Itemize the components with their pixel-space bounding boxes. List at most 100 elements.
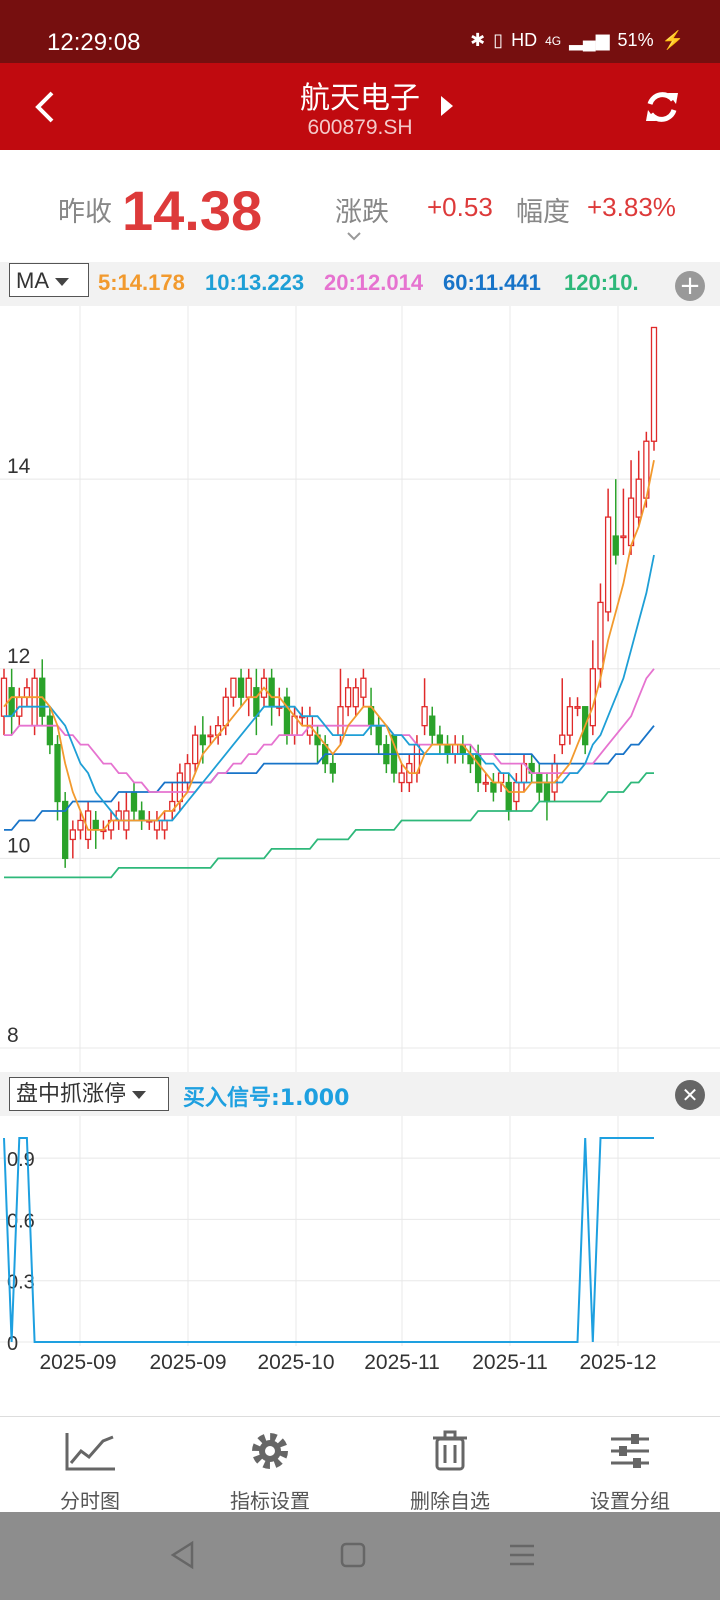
y-tick-label: 0.6	[7, 1210, 35, 1232]
x-tick-label: 2025-10	[257, 1351, 334, 1374]
indicator-selector[interactable]: 盘中抓涨停	[9, 1077, 169, 1111]
stock-code: 600879.SH	[307, 116, 413, 139]
ma10-value: 10:13.223	[205, 270, 305, 295]
chevron-down-icon[interactable]	[346, 230, 362, 242]
ma5-line	[3, 460, 655, 831]
sliders-icon	[611, 1434, 649, 1468]
signal-line	[3, 1137, 654, 1343]
nav-back-icon[interactable]	[170, 1540, 196, 1570]
nav-home-icon[interactable]	[340, 1542, 366, 1568]
candle-body	[130, 791, 138, 812]
ma5-value: 5:14.178	[98, 270, 185, 295]
tab-indicator-settings[interactable]: 指标设置	[180, 1417, 360, 1513]
close-indicator-icon[interactable]: ✕	[675, 1080, 705, 1110]
candle-body	[497, 772, 505, 784]
candle-body	[429, 715, 436, 736]
tab-set-group-label: 设置分组	[590, 1489, 670, 1513]
ma60-line	[4, 725, 655, 831]
signal-icon: ▂▄▆	[569, 30, 610, 50]
candle-body	[574, 706, 581, 709]
bluetooth-icon: ✱	[470, 30, 486, 50]
candle-body	[222, 696, 229, 727]
system-nav-bar	[0, 1512, 720, 1600]
line-chart-icon	[65, 1433, 115, 1471]
candle-body	[69, 829, 76, 841]
candle-body	[207, 734, 214, 738]
status-bar: 12:29:08 ✱ ▯ HD 4G ▂▄▆ 51% ⚡	[0, 0, 720, 63]
candle-body	[421, 706, 428, 727]
trash-icon	[433, 1430, 467, 1471]
stock-header: 航天电子 600879.SH	[0, 63, 720, 150]
candle-body	[192, 734, 199, 765]
candle-body	[635, 478, 642, 518]
candle-body	[559, 734, 566, 746]
signal-label: 4G	[545, 33, 562, 48]
ma-selector[interactable]: MA	[9, 263, 89, 297]
candle-body	[237, 677, 245, 698]
candle-body	[474, 753, 482, 784]
buy-signal-value: 买入信号:1.000	[183, 1086, 350, 1111]
pct-value: +3.83%	[587, 192, 676, 222]
ma-selector-label: MA	[16, 268, 49, 293]
bottom-toolbar: 分时图 指标设置 删除自选 设置分组	[0, 1416, 720, 1513]
vibrate-icon: ▯	[493, 30, 504, 50]
candlestick-chart[interactable]: 14 12 10 8	[0, 306, 720, 1072]
candle-body	[344, 687, 352, 708]
prev-close-value: 14.38	[122, 179, 263, 242]
candle-body	[138, 810, 145, 822]
candle-body	[245, 677, 252, 698]
next-stock-icon[interactable]	[441, 96, 455, 116]
y-tick-label: 12	[7, 645, 30, 668]
candle-body	[0, 677, 8, 717]
ma-legend-bar: MA 5:14.178 10:13.223 20:12.014 60:11.44…	[0, 262, 720, 306]
tab-time-chart[interactable]: 分时图	[0, 1417, 180, 1513]
back-icon[interactable]	[26, 85, 66, 129]
candle-body	[543, 781, 551, 803]
candle-body	[352, 687, 359, 708]
candle-body	[329, 762, 336, 774]
candle-body	[46, 715, 54, 746]
ma120-line	[4, 772, 654, 879]
stock-name: 航天电子	[300, 81, 420, 116]
y-tick-label: 10	[7, 834, 30, 857]
nav-menu-icon[interactable]	[508, 1542, 536, 1568]
add-indicator-icon[interactable]: +	[675, 271, 705, 301]
quote-panel: 昨收 14.38 涨跌 +0.53 幅度 +3.83%	[0, 150, 720, 262]
x-tick-label: 2025-12	[579, 1351, 656, 1374]
candle-body	[482, 781, 489, 785]
status-icons: ✱ ▯ HD 4G ▂▄▆ 51% ⚡	[470, 30, 684, 51]
candle-body	[444, 743, 451, 755]
indicator-bar: 盘中抓涨停 买入信号:1.000	[0, 1072, 720, 1116]
y-tick-label: 0.9	[7, 1149, 35, 1171]
indicator-chart[interactable]: 0.9 0.6 0.3 0 2025-09 2025-09 2025-10 2025-11 20…	[0, 1116, 720, 1416]
candle-body	[604, 516, 612, 613]
candle-body	[92, 819, 99, 831]
candle-body	[551, 762, 558, 793]
y-tick-label: 14	[7, 455, 31, 478]
candle-body	[153, 819, 161, 831]
tab-remove-favorite[interactable]: 删除自选	[360, 1417, 540, 1513]
candle-body	[199, 734, 206, 746]
y-tick-label: 8	[7, 1024, 19, 1047]
candle-body	[436, 734, 444, 746]
ma20-line	[4, 668, 655, 793]
candle-body	[268, 677, 275, 708]
tab-set-group[interactable]: 设置分组	[540, 1417, 720, 1513]
candle-body	[161, 819, 168, 831]
tab-remove-favorite-label: 删除自选	[410, 1489, 490, 1513]
candle-body	[176, 772, 184, 803]
candle-body	[375, 725, 382, 746]
refresh-icon[interactable]	[642, 87, 682, 127]
candle-body	[230, 677, 237, 698]
candle-body	[54, 743, 61, 803]
candle-body	[398, 772, 405, 784]
charging-icon: ⚡	[661, 30, 684, 50]
y-tick-label: 0	[7, 1333, 18, 1355]
candle-body	[612, 535, 619, 556]
candle-body	[566, 706, 574, 736]
candle-body	[597, 601, 604, 670]
tab-time-chart-label: 分时图	[60, 1489, 120, 1513]
pct-label: 幅度	[516, 197, 570, 228]
candle-body	[283, 696, 291, 736]
candle-body	[23, 687, 31, 698]
